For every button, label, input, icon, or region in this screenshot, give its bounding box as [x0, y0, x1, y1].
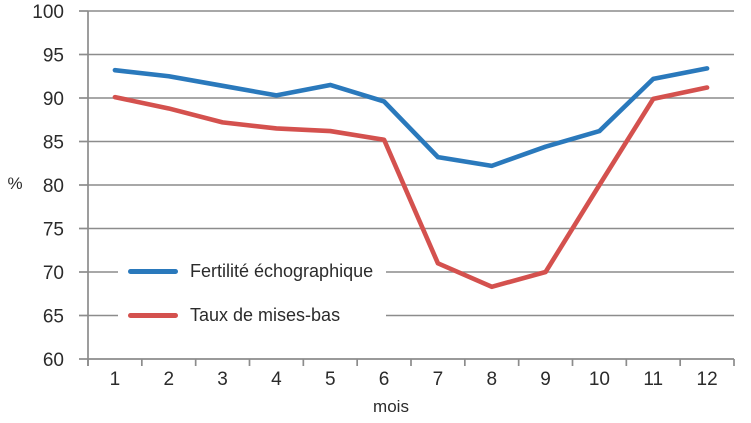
y-tick-label: 80: [43, 176, 64, 197]
legend-item-fertilite: Fertilité échographique: [128, 261, 373, 282]
x-tick-label: 6: [379, 369, 390, 390]
y-tick-label: 100: [32, 2, 64, 23]
legend-swatch-mises-bas-icon: [128, 313, 178, 318]
x-tick-label: 2: [163, 369, 174, 390]
legend-label-fertilite: Fertilité échographique: [190, 261, 374, 281]
series-line-fertilite: [112, 66, 710, 169]
y-tick-label: 75: [43, 220, 64, 241]
y-tick-label: 85: [43, 133, 64, 154]
x-tick-label: 7: [433, 369, 444, 390]
legend-swatch-fertilite-icon: [128, 269, 178, 274]
x-tick-label: 12: [697, 369, 718, 390]
x-tick-label: 9: [540, 369, 551, 390]
series-line-mises-bas: [112, 85, 710, 290]
legend: Fertilité échographique Taux de mises-ba…: [118, 237, 386, 334]
x-tick-label: 11: [643, 369, 663, 390]
x-axis-title: mois: [373, 397, 409, 416]
y-tick-label: 90: [43, 89, 64, 110]
y-tick-label: 65: [43, 307, 64, 328]
y-tick-label: 70: [43, 263, 64, 284]
y-tick-label: 95: [43, 46, 64, 67]
y-axis-title: %: [7, 174, 23, 193]
legend-item-mises-bas: Taux de mises-bas: [128, 305, 340, 326]
x-tick-label: 1: [110, 369, 121, 390]
x-tick-label: 3: [217, 369, 228, 390]
x-tick-label: 10: [589, 369, 610, 390]
y-tick-label: 60: [43, 350, 64, 371]
legend-label-mises-bas: Taux de mises-bas: [190, 305, 341, 325]
x-tick-label: 5: [325, 369, 336, 390]
x-tick-label: 8: [486, 369, 497, 390]
x-tick-label: 4: [271, 369, 282, 390]
